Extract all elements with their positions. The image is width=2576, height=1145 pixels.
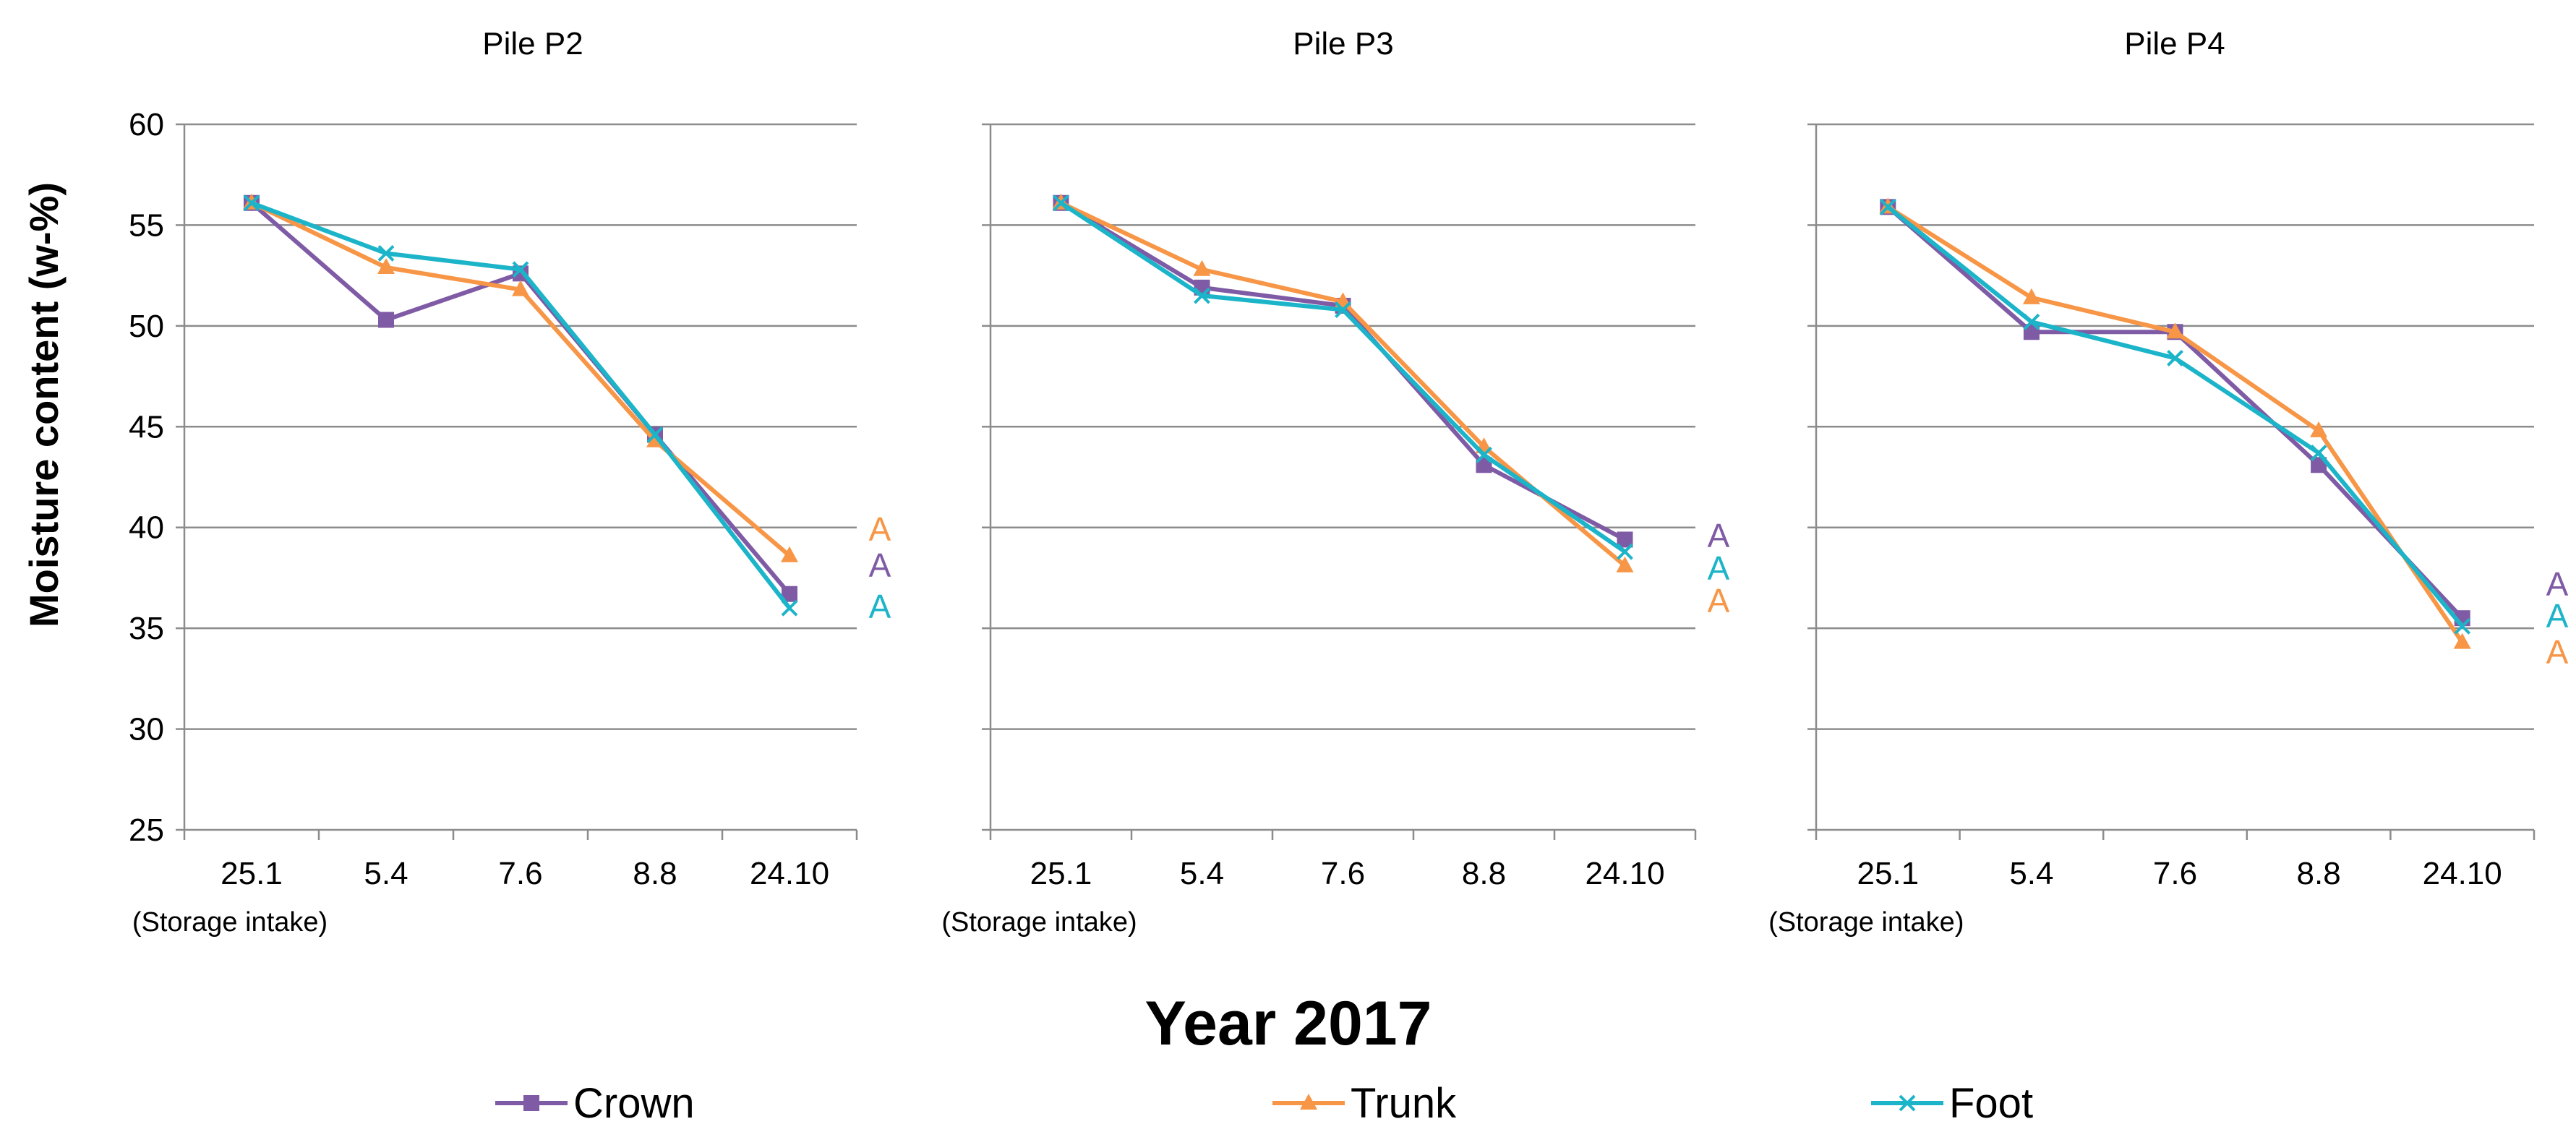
chart-title: Pile P2 [482, 26, 583, 61]
x-tick-label: 25.1 [1030, 856, 1092, 891]
series-line [250, 201, 792, 596]
x-tick-label: 8.8 [1462, 856, 1506, 891]
data-point-crown [378, 312, 394, 328]
storage-intake-note: (Storage intake) [1768, 907, 1964, 938]
series-line [1059, 201, 1626, 542]
data-point-foot [646, 426, 664, 443]
legend-label: Foot [1949, 1080, 2033, 1127]
chart-title: Pile P3 [1293, 26, 1393, 61]
data-point-foot [1879, 198, 1896, 215]
significance-letter: A [2546, 633, 2569, 671]
y-tick-label: 60 [129, 107, 164, 142]
x-tick-label: 24.10 [1585, 856, 1664, 891]
data-point-foot [1194, 287, 1210, 304]
y-tick-label: 50 [129, 309, 164, 344]
storage-intake-note: (Storage intake) [941, 907, 1137, 938]
legend-label: Crown [573, 1080, 695, 1127]
x-tick-label: 25.1 [221, 856, 283, 891]
y-axis-label: Moisture content (w-%) [21, 182, 67, 627]
legend: Crown Trunk Foot [495, 1080, 2033, 1127]
data-point-foot [2023, 313, 2040, 330]
data-point-trunk [512, 280, 529, 296]
series-crown [244, 194, 797, 602]
legend-item-foot: Foot [1871, 1080, 2033, 1127]
data-point-crown [1617, 531, 1633, 548]
data-point-trunk [2453, 632, 2471, 649]
series-trunk [1879, 197, 2471, 649]
chart-panel-3: Pile P4 25.1 5.4 7.6 8.8 24.10 (Storage intake… [1768, 26, 2569, 938]
data-point-trunk [377, 257, 395, 274]
legend-marker-crown [523, 1095, 539, 1111]
x-axis-label: Year 2017 [1145, 989, 1432, 1058]
data-point-foot [1617, 543, 1633, 560]
data-point-foot [2167, 350, 2183, 366]
series-line [250, 200, 792, 610]
significance-letter: A [2546, 597, 2569, 635]
y-tick-label: 25 [129, 812, 164, 848]
data-point-foot [1335, 301, 1351, 318]
data-point-foot [1053, 194, 1069, 212]
data-point-trunk [2166, 322, 2184, 339]
data-point-crown [1476, 457, 1492, 473]
x-tick-label: 25.1 [1857, 856, 1919, 891]
y-tick-label: 45 [129, 409, 164, 445]
series-foot [1053, 194, 1633, 560]
data-point-foot [2454, 617, 2471, 635]
y-tick-label: 40 [129, 510, 164, 546]
x-tick-label: 5.4 [364, 856, 408, 891]
series-foot [243, 194, 798, 617]
data-point-foot [2310, 445, 2327, 461]
y-tick-label: 55 [129, 207, 164, 243]
storage-intake-note: (Storage intake) [132, 907, 328, 938]
x-tick-label: 5.4 [2009, 856, 2053, 891]
x-tick-label: 24.10 [750, 856, 829, 891]
series-foot [1879, 198, 2471, 635]
chart-panel-1: Pile P2 25 30 35 40 45 50 55 60 25.1 5.4 7.6 8.8 24.1… [129, 26, 891, 938]
data-point-crown [782, 586, 797, 602]
legend-marker-trunk [1300, 1094, 1317, 1110]
data-point-crown [2023, 324, 2040, 340]
legend-item-crown: Crown [495, 1080, 695, 1127]
data-point-trunk [2022, 288, 2040, 304]
series-line [1886, 205, 2465, 644]
significance-letter: A [869, 588, 891, 625]
x-tick-label: 8.8 [633, 856, 677, 891]
significance-letter: A [1708, 517, 1730, 554]
series-crown [1880, 199, 2470, 627]
significance-letter: A [869, 546, 891, 584]
data-point-foot [1476, 446, 1492, 463]
series-trunk [243, 193, 798, 562]
x-tick-label: 5.4 [1180, 856, 1224, 891]
x-tick-label: 7.6 [498, 856, 542, 891]
x-tick-label: 7.6 [2153, 856, 2197, 891]
data-point-foot [243, 194, 260, 212]
series-line [1886, 205, 2465, 628]
x-tick-label: 7.6 [1321, 856, 1365, 891]
data-point-foot [512, 261, 529, 278]
data-point-foot [377, 245, 395, 262]
legend-item-trunk: Trunk [1272, 1080, 1457, 1127]
data-point-trunk [781, 546, 798, 562]
significance-letter: A [1708, 582, 1730, 619]
data-point-trunk [1193, 260, 1211, 276]
x-tick-label: 24.10 [2423, 856, 2502, 891]
significance-letter: A [2546, 565, 2569, 603]
significance-letter: A [1708, 549, 1730, 587]
y-tick-label: 35 [129, 611, 164, 646]
series-crown [1053, 194, 1633, 548]
legend-label: Trunk [1351, 1080, 1457, 1127]
data-point-foot [781, 599, 798, 617]
data-point-trunk [1616, 556, 1634, 572]
series-line [1886, 205, 2464, 620]
legend-marker-foot [1899, 1094, 1916, 1112]
data-point-trunk [2310, 421, 2328, 437]
chart-title: Pile P4 [2124, 26, 2225, 61]
chart-panel-2: Pile P3 25.1 5.4 7.6 8.8 24.10 (Storage intake… [941, 26, 1729, 938]
significance-letter: A [869, 510, 891, 548]
x-tick-label: 8.8 [2297, 856, 2341, 891]
y-tick-label: 30 [129, 712, 164, 747]
